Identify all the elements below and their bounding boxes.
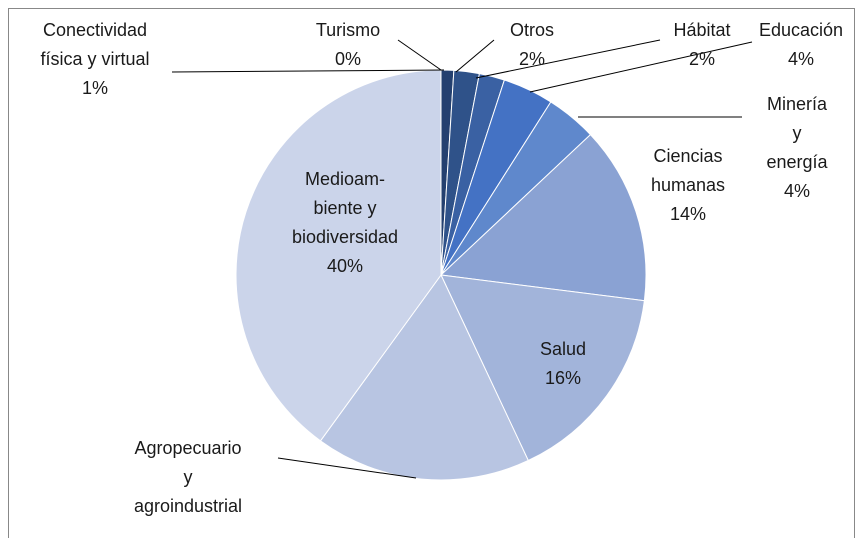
slice-label: Minería y energía 4%: [765, 90, 829, 206]
value-label: 2%: [688, 49, 716, 69]
leader-line: [529, 41, 753, 93]
category-label: Hábitat: [673, 20, 731, 40]
slice-label: Medioam- biente y biodiversidad 40%: [292, 165, 398, 281]
slice-label: Hábitat 2%: [673, 16, 730, 74]
category-label: Conectividad física y virtual: [40, 20, 150, 69]
leader-line: [475, 39, 661, 79]
value-label: 4%: [787, 49, 814, 69]
pie-slice: [439, 133, 647, 302]
category-label: Turismo: [315, 20, 381, 40]
slice-label: Salud 16%: [540, 335, 586, 393]
pie-slice: [235, 69, 442, 442]
slice-label: Conectividad física y virtual 1%: [40, 16, 149, 103]
value-label: 1%: [81, 78, 108, 98]
leader-line: [277, 457, 417, 479]
leader-line: [397, 39, 442, 71]
category-label: Medioam- biente y biodiversidad: [291, 169, 399, 247]
category-label: Educación: [758, 20, 844, 40]
category-label: Otros: [509, 20, 555, 40]
value-label: 4%: [783, 181, 810, 201]
slice-label: Otros 2%: [510, 16, 554, 74]
category-label: Ciencias humanas: [650, 146, 726, 195]
value-label: 0%: [334, 49, 361, 69]
leader-line: [171, 69, 445, 73]
value-label: 14%: [669, 204, 707, 224]
slice-label: Turismo 0%: [316, 16, 380, 74]
value-label: 2%: [518, 49, 546, 69]
slice-label: Ciencias humanas 14%: [651, 142, 725, 229]
value-label: 16%: [544, 368, 582, 388]
category-label: Salud: [539, 339, 587, 359]
leader-line: [455, 39, 495, 73]
slice-label: Educación 4%: [759, 16, 843, 74]
pie-slice: [440, 274, 645, 462]
category-label: Agropecuario y agroindustrial: [133, 438, 243, 516]
pie-slice: [319, 274, 529, 481]
category-label: Minería y energía: [766, 94, 828, 172]
slice-label: Agropecuario y agroindustrial: [134, 434, 242, 521]
chart-frame: [8, 8, 855, 538]
value-label: 40%: [326, 256, 364, 276]
